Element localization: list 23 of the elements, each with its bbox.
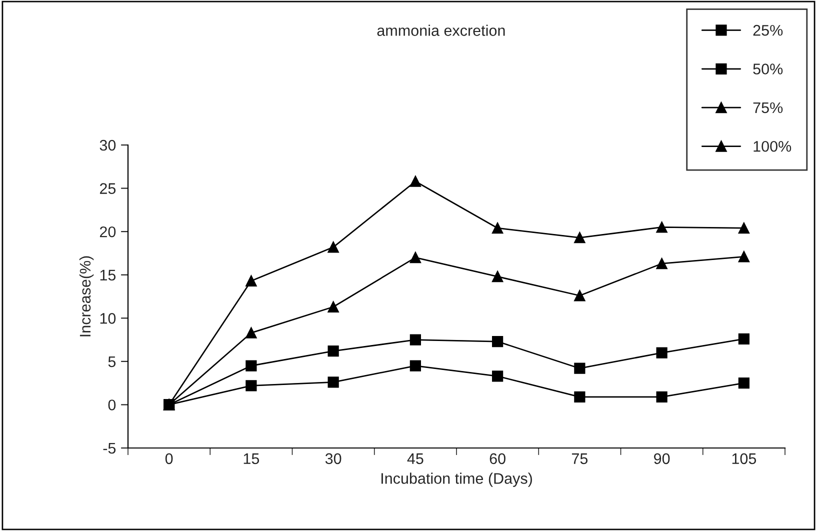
y-tick-label: 25 [100, 183, 116, 194]
y-tick-label: 10 [100, 313, 116, 324]
y-tick-label: 30 [100, 140, 116, 151]
legend-label: 100% [754, 140, 792, 152]
y-tick-label: 0 [108, 400, 116, 410]
y-tick-label: 15 [100, 270, 116, 281]
x-axis-title: Incubation time (Days) [381, 472, 532, 487]
x-tick-label: 60 [490, 453, 506, 464]
x-tick-label: 105 [732, 453, 756, 464]
legend-label: 75% [753, 102, 783, 114]
y-axis-title: Increase(%) [79, 256, 94, 336]
y-tick-label: -5 [103, 443, 116, 454]
legend-label: 25% [753, 24, 783, 36]
x-tick-label: 45 [407, 453, 424, 464]
chart-title: ammonia excretion [377, 24, 505, 36]
y-tick-label: 20 [100, 226, 116, 238]
x-tick-label: 15 [244, 453, 260, 464]
y-tick-label: 5 [108, 356, 116, 368]
legend-label: 50% [753, 64, 783, 74]
x-tick-label: 30 [325, 453, 342, 464]
x-tick-label: 0 [165, 453, 173, 464]
x-tick-label: 90 [654, 453, 670, 464]
x-tick-label: 75 [572, 453, 588, 464]
